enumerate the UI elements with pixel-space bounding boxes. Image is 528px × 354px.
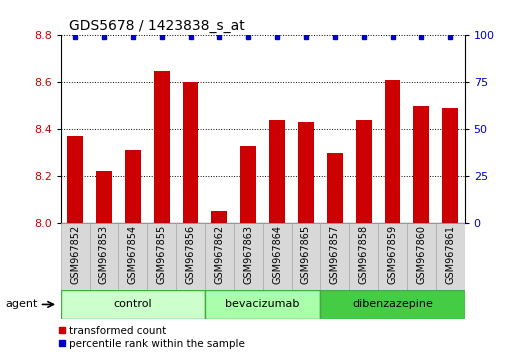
Bar [205, 223, 234, 290]
Text: GSM967860: GSM967860 [417, 225, 427, 284]
Bar [298, 122, 314, 354]
Text: GSM967855: GSM967855 [157, 225, 167, 284]
Bar [262, 223, 291, 290]
Legend: transformed count, percentile rank within the sample: transformed count, percentile rank withi… [58, 326, 246, 349]
Bar [118, 223, 147, 290]
Text: GSM967858: GSM967858 [359, 225, 369, 284]
Bar [378, 223, 407, 290]
Text: GSM967854: GSM967854 [128, 225, 138, 284]
Bar [436, 223, 465, 290]
Bar [154, 70, 169, 354]
Text: GSM967865: GSM967865 [301, 225, 311, 284]
Text: GSM967859: GSM967859 [388, 225, 398, 284]
Bar [212, 211, 228, 354]
Bar [147, 223, 176, 290]
Text: bevacizumab: bevacizumab [225, 299, 300, 309]
Bar [61, 223, 90, 290]
Bar [90, 223, 118, 290]
Text: GSM967853: GSM967853 [99, 225, 109, 284]
Bar [205, 290, 320, 319]
Bar [384, 80, 400, 354]
Bar [320, 223, 349, 290]
Text: dibenzazepine: dibenzazepine [352, 299, 433, 309]
Bar [96, 171, 112, 354]
Bar [234, 223, 263, 290]
Text: GSM967857: GSM967857 [330, 225, 340, 284]
Bar [320, 290, 465, 319]
Text: GSM967852: GSM967852 [70, 225, 80, 284]
Bar [413, 106, 429, 354]
Bar [349, 223, 378, 290]
Bar [176, 223, 205, 290]
Bar [61, 290, 205, 319]
Bar [67, 136, 83, 354]
Bar [183, 82, 199, 354]
Bar [407, 223, 436, 290]
Bar [327, 153, 343, 354]
Bar [125, 150, 141, 354]
Text: GSM967861: GSM967861 [445, 225, 455, 284]
Text: GSM967862: GSM967862 [214, 225, 224, 284]
Bar [269, 120, 285, 354]
Bar [291, 223, 320, 290]
Bar [442, 108, 458, 354]
Text: GSM967856: GSM967856 [185, 225, 195, 284]
Text: control: control [114, 299, 152, 309]
Bar [356, 120, 372, 354]
Text: GDS5678 / 1423838_s_at: GDS5678 / 1423838_s_at [69, 19, 244, 33]
Bar [240, 145, 256, 354]
Text: GSM967863: GSM967863 [243, 225, 253, 284]
Text: agent: agent [5, 299, 37, 309]
Text: GSM967864: GSM967864 [272, 225, 282, 284]
